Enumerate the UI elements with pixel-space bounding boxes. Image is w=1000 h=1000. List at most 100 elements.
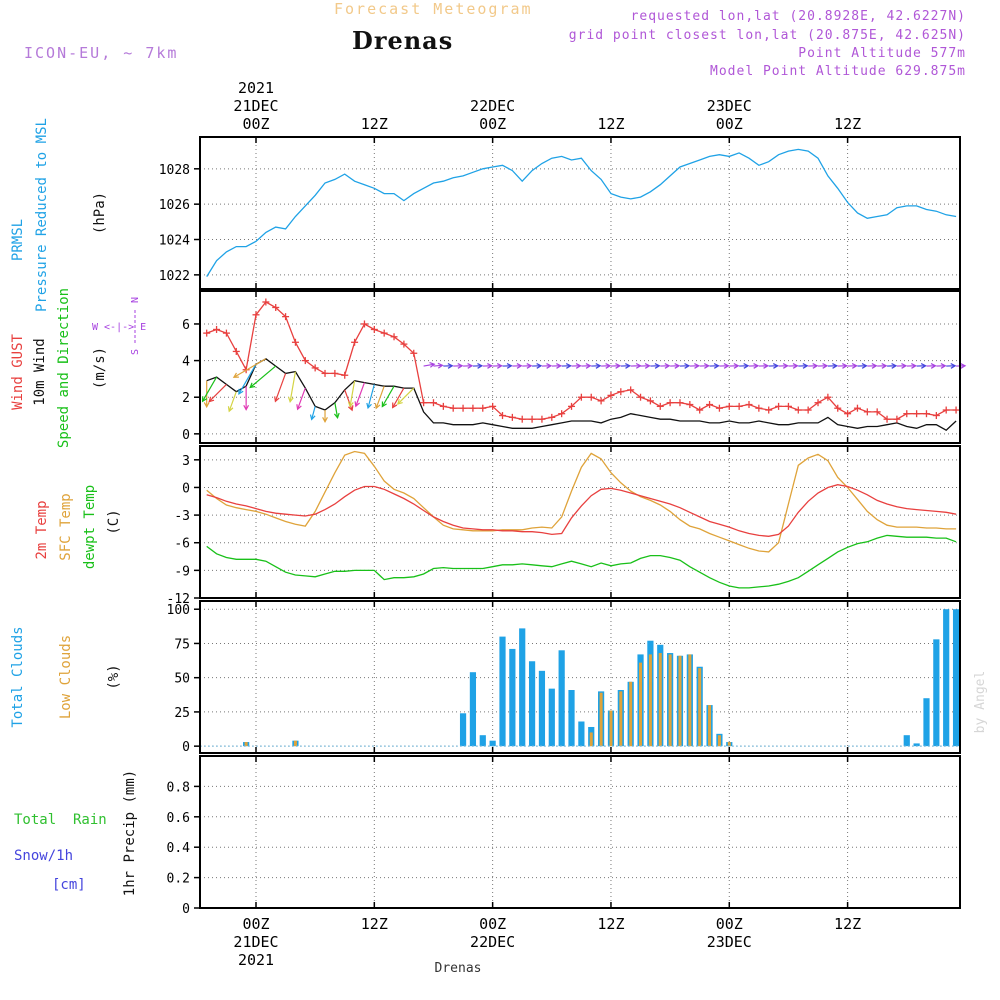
precip-ytick-label: 0.6 bbox=[167, 811, 190, 826]
temp-ytick-label: 3 bbox=[182, 454, 190, 469]
wind-direction-arrowhead bbox=[812, 362, 819, 369]
wind-direction-arrow bbox=[433, 364, 443, 367]
precip-frame bbox=[199, 755, 961, 909]
wind-direction-arrowhead bbox=[654, 362, 661, 369]
wind-direction-arrow bbox=[423, 363, 435, 367]
wind-direction-arrow bbox=[311, 406, 316, 420]
wind-ytick-label: 0 bbox=[182, 428, 190, 443]
low-clouds-bar bbox=[639, 662, 643, 747]
precip-ytick-label: 0 bbox=[182, 902, 190, 917]
wind-direction-arrowhead bbox=[309, 414, 316, 421]
wind-direction-arrowhead bbox=[644, 362, 651, 369]
wind-direction-arrow bbox=[381, 385, 395, 407]
total-clouds-bar bbox=[489, 740, 496, 747]
wind-direction-arrowhead bbox=[743, 362, 750, 369]
wind-direction-arrowhead bbox=[227, 406, 234, 413]
pressure-ytick-label: 1026 bbox=[159, 198, 190, 213]
wind-direction-arrow bbox=[208, 383, 227, 403]
wind-direction-arrowhead bbox=[713, 362, 720, 369]
wind-direction-arrowhead bbox=[243, 404, 250, 411]
wind-direction-arrowhead bbox=[763, 362, 770, 369]
bottom-time-label: 12Z bbox=[597, 915, 624, 933]
wind-direction-arrowhead bbox=[322, 417, 328, 423]
wind-direction-arrow bbox=[228, 391, 237, 412]
low-clouds-bar bbox=[589, 732, 593, 747]
wind-direction-arrow bbox=[397, 387, 415, 405]
wind-direction-arrowhead bbox=[437, 362, 444, 369]
wind-direction-arrow bbox=[238, 363, 257, 395]
wind-direction-arrow bbox=[392, 387, 405, 408]
wind-direction-arrowhead bbox=[396, 399, 403, 405]
low-clouds-bar bbox=[708, 705, 712, 747]
wind-direction-arrowhead bbox=[841, 362, 848, 369]
wind-direction-arrowhead bbox=[920, 362, 927, 369]
low-clouds-bar bbox=[717, 735, 721, 747]
low-clouds-bar bbox=[293, 740, 297, 747]
total-clouds-label: Total Clouds bbox=[10, 626, 26, 727]
model-label: ICON-EU, ~ 7km bbox=[24, 44, 179, 62]
total-clouds-bar bbox=[469, 672, 477, 747]
wind-direction-arrowhead bbox=[940, 362, 947, 369]
wind-direction-arrowhead bbox=[871, 362, 878, 369]
bottom-time-label: 21DEC bbox=[233, 933, 278, 951]
axis-layer: 1022 1024 1026 1028 0 2 4 6 3 0 -3 -6 -9 -12 0 25 50 75 10… bbox=[159, 79, 861, 969]
wind-direction-arrowhead bbox=[901, 362, 908, 369]
requested-coords: requested lon,lat (20.8928E, 42.6227N) bbox=[630, 9, 966, 24]
wind-direction-arrowhead bbox=[585, 362, 592, 369]
wind-direction-arrowhead bbox=[605, 362, 612, 369]
bottom-time-label: 12Z bbox=[361, 915, 388, 933]
wind-direction-arrowhead bbox=[822, 362, 829, 369]
top-time-label: 00Z bbox=[242, 115, 269, 133]
temp-frame bbox=[199, 445, 961, 599]
wind-direction-arrow bbox=[233, 358, 267, 378]
wind-direction-arrowhead bbox=[674, 362, 681, 369]
top-time-label: 2021 bbox=[238, 79, 274, 97]
low-clouds-bar bbox=[629, 681, 633, 747]
low-clouds-bar bbox=[688, 654, 692, 747]
temp-ytick-label: 0 bbox=[182, 481, 190, 496]
wind-direction-arrowhead bbox=[447, 362, 454, 369]
wind-direction-arrowhead bbox=[203, 402, 210, 409]
wind-direction-arrow bbox=[274, 373, 287, 402]
wind-direction-arrowhead bbox=[625, 362, 632, 369]
temp-unit-label: (C) bbox=[106, 509, 122, 534]
wind-gust-label: Wind GUST bbox=[10, 334, 26, 410]
top-time-label: 12Z bbox=[597, 115, 624, 133]
temp-ytick-label: -3 bbox=[174, 509, 190, 524]
temp-ytick-label: -6 bbox=[174, 537, 190, 552]
wind-direction-arrowhead bbox=[733, 362, 740, 369]
bottom-time-label: 00Z bbox=[242, 915, 269, 933]
temp-sfc-label: SFC Temp bbox=[58, 493, 74, 560]
low-clouds-bar bbox=[678, 655, 682, 747]
bottom-time-label: 00Z bbox=[716, 915, 743, 933]
total-clouds-bar bbox=[952, 609, 960, 747]
wind-direction-arrowhead bbox=[792, 362, 799, 369]
wind-direction-arrow bbox=[344, 389, 353, 411]
wind-direction-arrowhead bbox=[249, 382, 256, 389]
clouds-ytick-label: 25 bbox=[174, 706, 190, 721]
low-clouds-bar bbox=[727, 742, 731, 747]
low-clouds-bar bbox=[609, 710, 613, 747]
total-clouds-bar bbox=[479, 735, 486, 747]
wind-direction-arrowhead bbox=[516, 362, 523, 369]
bottom-time-label: 2021 bbox=[238, 951, 274, 969]
compass-we-label: W <-|-> E bbox=[92, 322, 146, 333]
total-clouds-bar bbox=[933, 639, 940, 747]
wind-direction-arrow bbox=[349, 380, 356, 407]
top-time-label: 00Z bbox=[479, 115, 506, 133]
point-altitude: Point Altitude 577m bbox=[798, 46, 966, 61]
wind-direction-arrowhead bbox=[802, 362, 809, 369]
wind-direction-arrowhead bbox=[526, 362, 533, 369]
wind-gust-line bbox=[206, 301, 957, 420]
top-time-label: 12Z bbox=[361, 115, 388, 133]
wind-direction-arrowhead bbox=[496, 362, 503, 369]
wind-direction-arrowhead bbox=[950, 362, 957, 369]
temp-ytick-label: -12 bbox=[167, 592, 190, 607]
wind-direction-arrowhead bbox=[753, 362, 760, 369]
wind-direction-arrow bbox=[202, 376, 218, 402]
chart-subtitle: Forecast Meteogram bbox=[334, 0, 533, 18]
wind-direction-arrow bbox=[289, 371, 297, 402]
pressure-panel-labels: PRMSL Pressure Reduced to MSL (hPa) bbox=[10, 118, 108, 312]
wind-direction-arrowhead bbox=[911, 362, 918, 369]
